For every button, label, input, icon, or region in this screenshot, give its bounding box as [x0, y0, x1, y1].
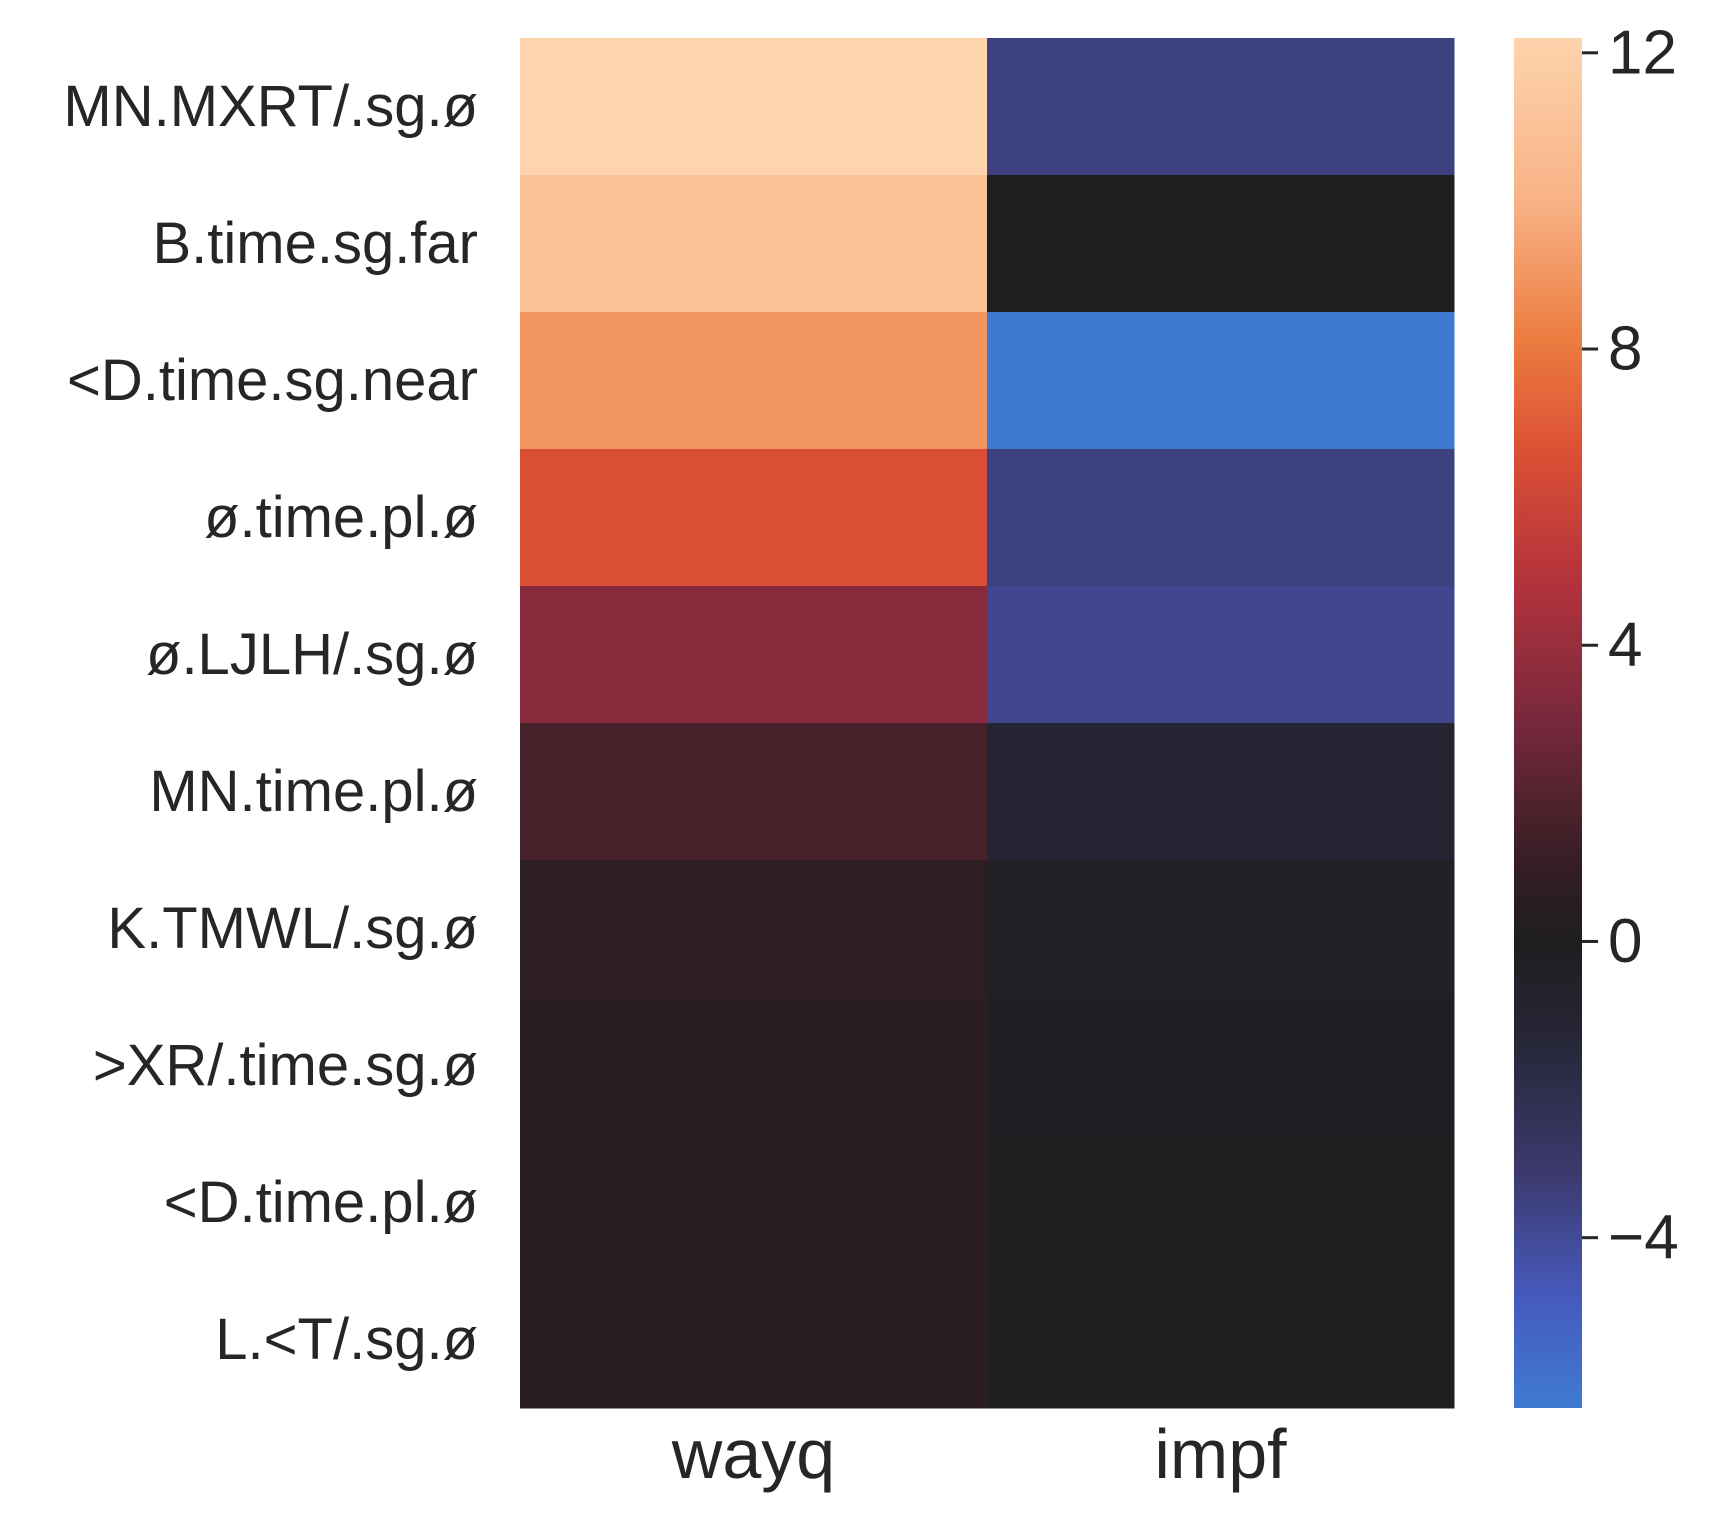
heatmap-cell: [520, 586, 988, 724]
y-tick-label: MN.MXRT/.sg.ø: [63, 74, 478, 139]
heatmap-cell: [987, 1271, 1455, 1409]
heatmap-cell: [987, 586, 1455, 724]
colorbar-tick-label: 12: [1608, 18, 1677, 87]
heatmap-cell: [987, 860, 1455, 998]
heatmap-cell: [520, 860, 988, 998]
y-tick-label: B.time.sg.far: [152, 211, 478, 276]
x-tick-labels: wayq impf: [671, 1415, 1287, 1493]
y-tick-label: ø.time.pl.ø: [204, 485, 478, 550]
heatmap-cell: [987, 449, 1455, 587]
y-tick-label: <D.time.sg.near: [67, 348, 478, 413]
heatmap-cell: [987, 38, 1455, 176]
y-tick-label: ø.LJLH/.sg.ø: [146, 622, 478, 687]
colorbar-tick-label: 4: [1608, 611, 1642, 680]
x-tick-label: wayq: [671, 1415, 835, 1493]
colorbar-tick-label: 0: [1608, 907, 1642, 976]
heatmap-cell: [987, 175, 1455, 313]
colorbar-tick-label: 8: [1608, 315, 1642, 384]
colorbar-gradient: [1514, 38, 1582, 1408]
x-tick-label: impf: [1154, 1415, 1287, 1493]
heatmap-cell: [520, 723, 988, 861]
heatmap-cell: [520, 997, 988, 1135]
y-tick-label: <D.time.pl.ø: [164, 1170, 478, 1235]
y-tick-labels: MN.MXRT/.sg.ø B.time.sg.far <D.time.sg.nea…: [63, 74, 478, 1372]
heatmap-cell: [520, 1271, 988, 1409]
heatmap-cell: [987, 997, 1455, 1135]
y-tick-label: K.TMWL/.sg.ø: [107, 896, 478, 961]
heatmap-cell: [520, 1134, 988, 1272]
y-tick-label: L.<T/.sg.ø: [215, 1307, 478, 1372]
colorbar-tick-label: −4: [1608, 1203, 1679, 1272]
heatmap-cell: [987, 312, 1455, 450]
heatmap-cell: [520, 38, 988, 176]
heatmap-cell: [520, 175, 988, 313]
heatmap-cell: [987, 723, 1455, 861]
heatmap-cell: [520, 449, 988, 587]
heatmap-cell: [520, 312, 988, 450]
y-tick-label: MN.time.pl.ø: [149, 759, 478, 824]
y-tick-label: >XR/.time.sg.ø: [93, 1033, 478, 1098]
heatmap-cell: [987, 1134, 1455, 1272]
colorbar: 12 8 4 0 −4: [1514, 18, 1679, 1408]
heatmap-cells: [520, 38, 1455, 1409]
